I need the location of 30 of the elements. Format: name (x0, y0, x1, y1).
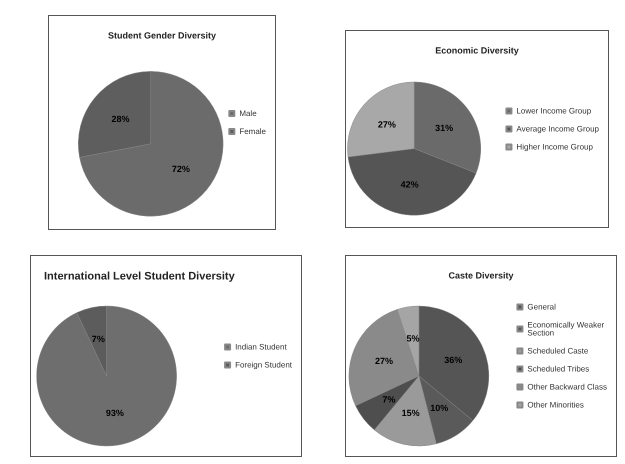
chart-title: International Level Student Diversity (44, 270, 236, 282)
legend-label: Higher Income Group (516, 142, 594, 152)
data-label: 5% (406, 333, 420, 344)
chart-title: Student Gender Diversity (108, 30, 216, 40)
data-label: 7% (92, 334, 105, 344)
legend-label: Economically Weaker Section (527, 320, 606, 338)
data-label: 15% (402, 408, 420, 418)
data-label: 42% (400, 180, 419, 190)
legend-label: Female (239, 127, 267, 136)
data-label: 27% (375, 356, 394, 366)
data-label: 36% (444, 354, 462, 365)
data-label: 31% (435, 123, 454, 134)
legend-label: Average Income Group (516, 124, 600, 134)
legend-label: Foreign Student (235, 360, 293, 370)
chart-title: Economic Diversity (435, 46, 519, 56)
data-label: 7% (382, 394, 396, 404)
legend-label: Other Backward Class (527, 382, 608, 392)
data-label: 10% (430, 403, 448, 414)
legend-label: Indian Student (235, 342, 288, 352)
chart-title: Caste Diversity (448, 270, 514, 280)
data-label: 72% (172, 164, 190, 174)
legend-label: Scheduled Caste (527, 346, 589, 356)
legend-label: Other Minorities (527, 400, 584, 410)
legend-label: Scheduled Tribes (527, 364, 590, 374)
legend-label: General (527, 302, 556, 312)
data-label: 28% (111, 114, 130, 124)
legend-label: Lower Income Group (516, 106, 592, 116)
data-label: 93% (106, 408, 124, 418)
data-label: 27% (378, 120, 396, 130)
legend-label: Male (239, 109, 258, 118)
